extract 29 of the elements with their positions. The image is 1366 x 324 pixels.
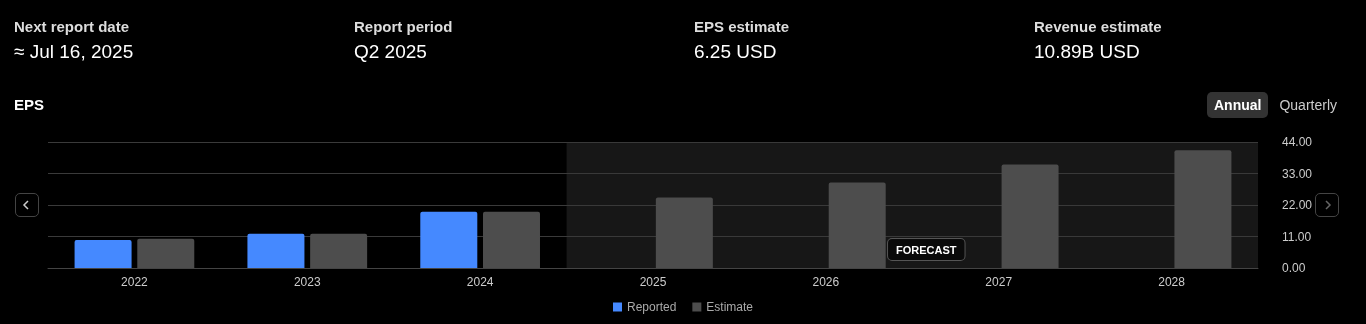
x-tick-label: 2022: [121, 275, 149, 289]
y-tick-label: 44.00: [1282, 135, 1313, 149]
y-tick-label: 33.00: [1282, 166, 1313, 181]
text: Annual: [1206, 92, 1269, 118]
x-tick-label: 2025: [639, 275, 667, 289]
legend-label: Estimate: [706, 300, 754, 314]
x-tick-label: 2027: [985, 275, 1013, 289]
x-tick-label: 2028: [1158, 275, 1186, 289]
text: Next report date: [14, 18, 131, 35]
y-tick-label: 22.00: [1282, 198, 1313, 212]
text: Quarterly: [1278, 96, 1338, 115]
x-tick-label: 2023: [293, 275, 321, 289]
bar: [247, 233, 305, 268]
text: ≈ Jul 16, 2025: [14, 41, 135, 63]
y-tick-label: 0.00: [1282, 261, 1306, 275]
bar: [74, 239, 132, 268]
band-label: FORECAST: [896, 243, 957, 256]
text: Revenue estimate: [1034, 18, 1163, 35]
text: Q2 2025: [354, 41, 428, 63]
legend-label: Reported: [626, 300, 677, 314]
text: 10.89B USD: [1034, 41, 1141, 63]
text: Report period: [354, 18, 454, 35]
text: 6.25 USD: [694, 41, 778, 63]
y-tick-label: 11.00: [1282, 229, 1312, 244]
bar: [420, 211, 478, 268]
text: EPS estimate: [694, 18, 791, 35]
x-tick-label: 2026: [812, 275, 840, 289]
x-tick-label: 2024: [466, 275, 494, 289]
chart-title: EPS: [14, 96, 45, 113]
